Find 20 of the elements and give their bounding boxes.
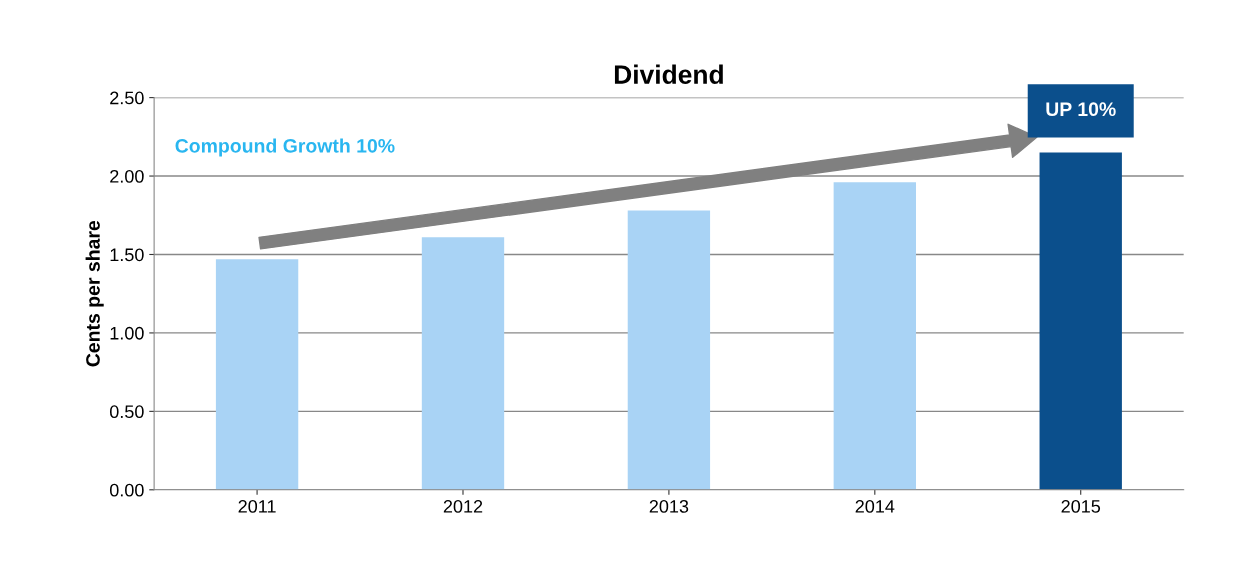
y-tick-label: 0.00 — [109, 483, 144, 497]
x-tick-label: 2011 — [238, 500, 276, 513]
bar — [215, 259, 299, 490]
bar — [1039, 152, 1122, 490]
x-tick-label: 2015 — [1061, 500, 1101, 513]
y-tick-label: 2.50 — [110, 91, 144, 105]
y-tick-label: 1.00 — [110, 326, 144, 340]
bar — [627, 210, 711, 490]
bar — [833, 182, 916, 490]
x-tick-label: 2014 — [855, 500, 895, 513]
chart-title: Dividend — [614, 64, 723, 84]
y-tick-label: 2.00 — [110, 169, 144, 183]
y-tick-label: 1.50 — [110, 248, 144, 262]
annotation: Compound Growth 10% — [175, 138, 395, 157]
annotation: UP 10% — [1046, 102, 1116, 117]
x-tick-label: 2012 — [443, 500, 483, 513]
x-tick-label: 2013 — [649, 500, 689, 513]
bar — [421, 237, 505, 490]
y-tick-label: 0.50 — [109, 405, 144, 419]
y-axis-title: Cents per share — [85, 220, 104, 367]
